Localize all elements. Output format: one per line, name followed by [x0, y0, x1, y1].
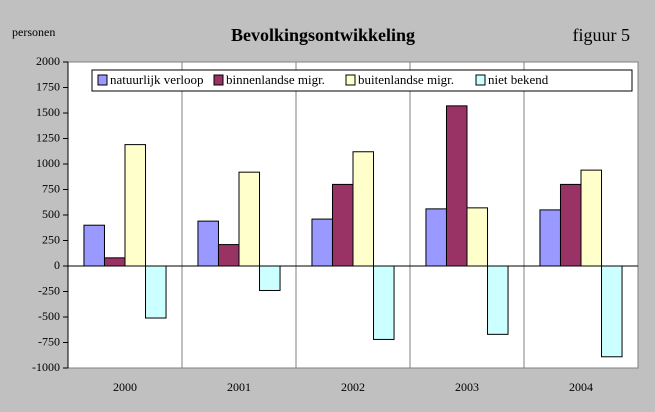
legend-swatch	[345, 74, 356, 86]
bar	[238, 171, 261, 267]
y-tick-label: 0	[54, 258, 60, 272]
y-tick-label: -1000	[32, 360, 60, 374]
bar	[559, 183, 582, 267]
y-axis-label: personen	[12, 25, 55, 39]
y-tick-label: 750	[42, 181, 60, 195]
bar	[425, 208, 447, 267]
bar	[145, 265, 167, 319]
legend-label: niet bekend	[488, 72, 549, 87]
legend-label: binnenlandse migr.	[226, 72, 325, 87]
legend-label: buitenlandse migr.	[358, 72, 454, 87]
y-tick-label: 1750	[36, 79, 60, 93]
y-tick-label: 1000	[36, 156, 60, 170]
bar	[103, 257, 126, 267]
bar	[217, 244, 240, 267]
bar	[487, 265, 509, 335]
legend-swatch	[97, 74, 108, 86]
x-tick-label: 2002	[341, 380, 365, 394]
bar	[83, 224, 105, 267]
bar	[124, 144, 147, 267]
y-tick-label: -500	[38, 309, 60, 323]
bar	[352, 151, 375, 267]
y-tick-label: -250	[38, 283, 60, 297]
bar	[466, 207, 489, 267]
legend-swatch	[475, 74, 486, 86]
bar	[580, 169, 603, 267]
y-tick-label: 500	[42, 207, 60, 221]
y-tick-label: 2000	[36, 54, 60, 68]
x-tick-label: 2003	[455, 380, 479, 394]
legend-swatch	[213, 74, 224, 86]
bar	[445, 105, 468, 267]
y-tick-label: 250	[42, 232, 60, 246]
y-tick-label: -750	[38, 334, 60, 348]
legend-label: natuurlijk verloop	[110, 72, 204, 87]
bar	[601, 265, 623, 358]
bar	[197, 220, 219, 267]
y-tick-label: 1500	[36, 105, 60, 119]
chart-title: Bevolkingsontwikkeling	[231, 25, 415, 45]
x-tick-label: 2000	[113, 380, 137, 394]
bar	[373, 265, 395, 340]
legend-box	[91, 69, 633, 92]
chart-subtitle: figuur 5	[573, 25, 631, 45]
bar	[311, 218, 333, 267]
bar	[259, 265, 281, 291]
bar	[539, 209, 561, 267]
y-tick-label: 1250	[36, 130, 60, 144]
x-tick-label: 2001	[227, 380, 251, 394]
x-tick-label: 2004	[569, 380, 593, 394]
bar	[331, 183, 354, 267]
